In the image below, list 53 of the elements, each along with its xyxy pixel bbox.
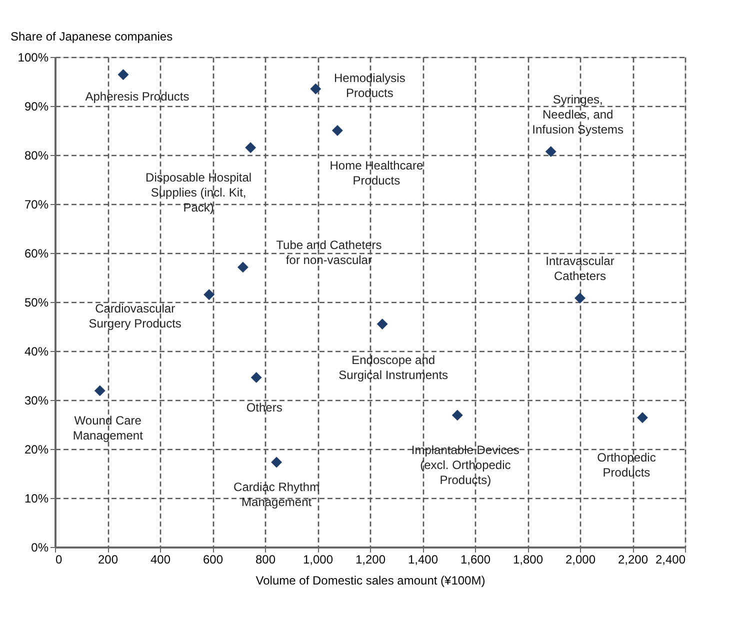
y-tick-label: 50% — [24, 296, 49, 310]
point — [637, 412, 648, 424]
y-tick-label: 40% — [24, 344, 49, 358]
annotation: Endoscope and Surgical Instruments — [338, 353, 448, 382]
point — [332, 125, 343, 136]
y-tick-label: 20% — [24, 442, 49, 456]
y-tick-label: 80% — [24, 148, 49, 162]
point — [574, 292, 586, 304]
x-tick-label: 2,400 — [655, 552, 686, 566]
y-tick-label: 60% — [24, 246, 49, 260]
x-tick-label: 1,400 — [408, 552, 438, 566]
annotation: Syringes, Needles, and Infusion Systems — [532, 92, 624, 137]
point — [452, 410, 463, 421]
y-tick-label: 70% — [24, 198, 49, 212]
y-tick-label: 90% — [24, 100, 49, 114]
y-tick-label: 0% — [31, 540, 49, 554]
annotation: Intravascular Catheters — [546, 254, 614, 284]
annotation: Wound Care Management — [72, 414, 144, 443]
x-tick-label: 1,000 — [302, 552, 334, 566]
annotation: Disposable Hospital Supplies (incl. Kit, Pack) — [146, 170, 252, 215]
annotation: Tube and Catheters for non-vascular — [276, 238, 382, 268]
x-tick-label: 1,800 — [512, 552, 544, 566]
x-tick-label: 1,200 — [355, 552, 386, 566]
point — [245, 142, 256, 154]
annotation: Cardiac Rhythm Management — [234, 480, 320, 510]
annotation: Others — [246, 400, 282, 414]
x-tick-label: 2,200 — [618, 552, 648, 566]
y-tick-label: 10% — [24, 492, 49, 506]
annotation: Home Healthcare Products — [330, 158, 424, 188]
point — [310, 83, 322, 94]
annotation: Hemodialysis Products — [334, 70, 406, 100]
annotation: Apheresis Products — [85, 90, 190, 104]
point — [204, 289, 215, 300]
y-tick-label: 100% — [18, 50, 49, 64]
x-tick-label: 800 — [255, 552, 276, 566]
x-tick-label: 0 — [56, 552, 62, 566]
x-tick-label: 400 — [150, 552, 171, 566]
point — [250, 372, 262, 383]
point — [237, 262, 248, 273]
annotation: Orthopedic Products — [597, 450, 656, 480]
x-axis-title: Volume of Domestic sales amount (¥100M) — [256, 574, 486, 588]
point — [271, 456, 282, 468]
y-tick-label: 30% — [24, 394, 49, 408]
x-tick-label: 600 — [202, 552, 224, 566]
point — [376, 318, 388, 330]
point — [94, 385, 106, 396]
x-tick-label: 1,600 — [460, 552, 491, 566]
x-tick-label: 200 — [98, 552, 118, 566]
point — [545, 146, 556, 158]
y-axis-title: Share of Japanese companies — [10, 30, 173, 44]
point — [118, 69, 129, 80]
x-tick-label: 2,000 — [565, 552, 596, 566]
annotation: Cardiovascular Surgery Products — [88, 302, 182, 331]
